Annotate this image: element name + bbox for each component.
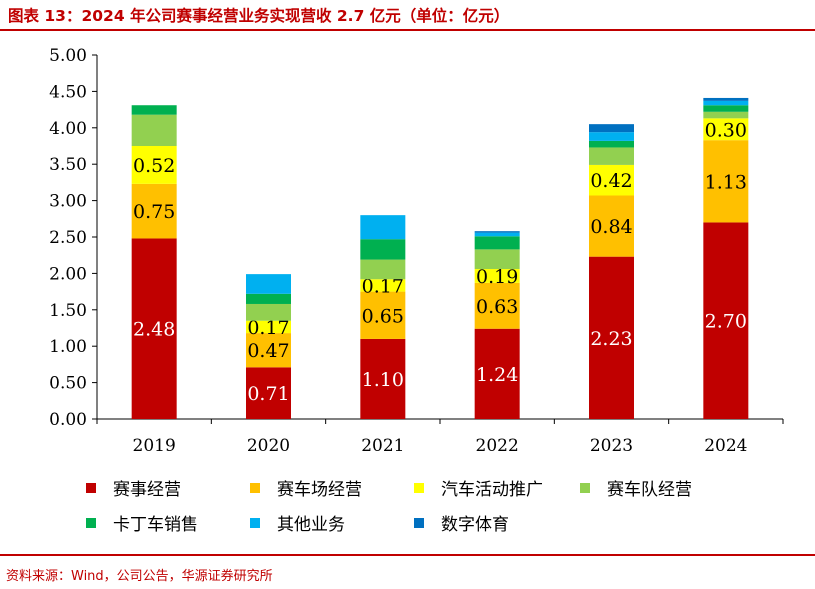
data-label: 0.30 <box>705 119 747 141</box>
bar-segment <box>360 291 406 339</box>
y-tick-label: 2.50 <box>49 228 87 248</box>
bar-segment <box>474 232 520 237</box>
data-label: 0.52 <box>133 155 175 177</box>
data-label: 2.23 <box>590 328 632 350</box>
legend-swatch <box>250 483 260 493</box>
chart-title: 图表 13：2024 年公司赛事经营业务实现营收 2.7 亿元（单位：亿元） <box>8 7 510 25</box>
data-label: 0.71 <box>247 383 289 405</box>
x-tick-label: 2023 <box>590 436 633 456</box>
bar-segment <box>246 303 291 321</box>
y-tick-label: 4.50 <box>49 82 87 102</box>
bar-segment <box>131 105 177 115</box>
y-tick-label: 0.50 <box>49 374 87 394</box>
bar-segment <box>246 293 291 304</box>
bar-segment <box>703 100 749 106</box>
legend-label: 数字体育 <box>441 515 509 535</box>
data-label: 0.17 <box>247 317 289 339</box>
x-tick-label: 2022 <box>476 436 519 456</box>
bar-segment <box>360 279 406 292</box>
bar-segment <box>131 146 177 184</box>
data-label: 0.19 <box>476 266 518 288</box>
bar-segment <box>246 274 291 294</box>
source-divider <box>0 554 815 556</box>
bar-segment <box>474 328 520 419</box>
y-tick-label: 3.50 <box>49 155 87 175</box>
y-tick-label: 1.00 <box>49 337 87 357</box>
legend-label: 赛车场经营 <box>277 479 362 500</box>
data-label: 2.48 <box>133 319 175 341</box>
bar-segment <box>589 164 634 196</box>
legend-swatch <box>414 518 424 528</box>
y-tick-label: 1.50 <box>49 301 87 321</box>
bar-segment <box>703 118 749 141</box>
data-label: 0.17 <box>362 275 404 297</box>
legend-swatch <box>86 483 96 493</box>
data-label: 2.70 <box>705 311 747 333</box>
bar-segment <box>131 114 177 146</box>
bar-segment <box>589 132 634 141</box>
bar-segment <box>246 333 291 368</box>
data-label: 1.24 <box>476 364 518 386</box>
y-tick-label: 5.00 <box>49 46 87 66</box>
data-label: 0.63 <box>476 296 518 318</box>
legend-label: 汽车活动推广 <box>441 480 543 500</box>
legend-label: 赛车队经营 <box>607 479 692 500</box>
data-label: 0.84 <box>590 216 632 238</box>
bar-segment <box>589 256 634 419</box>
data-label: 0.42 <box>590 170 632 192</box>
bar-segment <box>360 239 406 260</box>
y-tick-label: 0.00 <box>49 410 87 430</box>
x-tick-label: 2019 <box>133 436 176 456</box>
bar-segment <box>703 111 749 119</box>
bar-segment <box>474 236 520 250</box>
bar-segment <box>703 140 749 223</box>
legend-label: 其他业务 <box>277 515 345 535</box>
bar-segment <box>589 195 634 257</box>
bar-segment <box>131 238 177 419</box>
bar-segment <box>703 97 749 101</box>
bar-segment <box>360 259 406 280</box>
bar-segment <box>589 147 634 165</box>
bar-segment <box>703 105 749 112</box>
legend-swatch <box>414 483 424 493</box>
data-label: 0.47 <box>247 340 289 362</box>
data-label: 0.65 <box>362 305 404 327</box>
bar-segment <box>703 222 749 419</box>
x-tick-label: 2024 <box>704 436 747 456</box>
source-note: 资料来源：Wind，公司公告，华源证券研究所 <box>6 569 273 584</box>
y-tick-label: 2.00 <box>49 264 87 284</box>
y-tick-label: 3.00 <box>49 192 87 212</box>
title-divider <box>0 29 815 31</box>
bar-segment <box>474 249 520 270</box>
legend-label: 卡丁车销售 <box>113 515 198 535</box>
bar-segment <box>474 282 520 329</box>
bar-segment <box>589 124 634 133</box>
bar-segment <box>474 231 520 233</box>
bar-segment <box>246 367 291 419</box>
x-tick-label: 2020 <box>247 436 290 456</box>
y-tick-label: 4.00 <box>49 119 87 139</box>
legend-swatch <box>580 483 590 493</box>
legend-label: 赛事经营 <box>113 479 181 500</box>
bar-segment <box>131 183 177 239</box>
bar-segment <box>589 140 634 148</box>
legend-swatch <box>250 518 260 528</box>
data-label: 0.75 <box>133 201 175 223</box>
data-label: 1.13 <box>705 171 747 193</box>
x-tick-label: 2021 <box>361 436 404 456</box>
legend-swatch <box>86 518 96 528</box>
bar-segment <box>246 320 291 334</box>
data-label: 1.10 <box>362 369 404 391</box>
bar-segment <box>360 338 406 419</box>
bar-segment <box>360 215 406 240</box>
bar-segment <box>474 269 520 283</box>
